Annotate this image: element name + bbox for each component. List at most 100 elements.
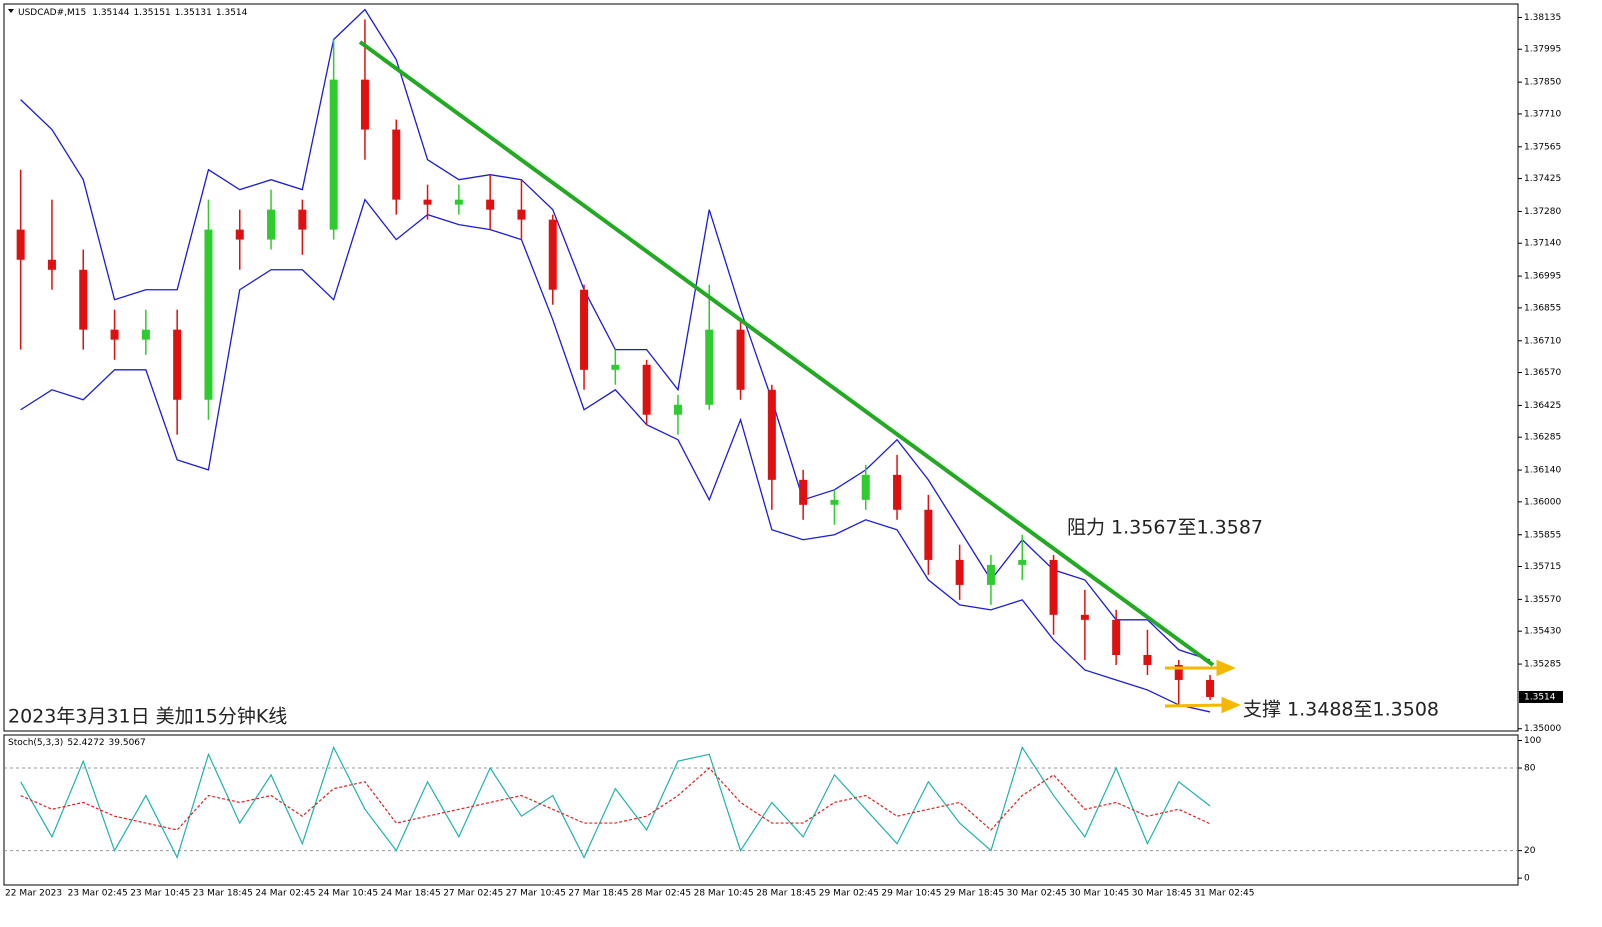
stoch-main-value: 52.4272 <box>67 738 104 748</box>
candle-body <box>924 509 933 560</box>
y-tick-label: 80 <box>1524 764 1536 774</box>
x-tick-label: 29 Mar 02:45 <box>819 889 879 899</box>
stoch-line <box>20 745 1211 860</box>
quote-open: 1.35144 <box>92 8 129 18</box>
candle-body <box>1143 654 1152 665</box>
support-note: 支撑 1.3488至1.3508 <box>1243 699 1439 721</box>
y-tick-label: 20 <box>1524 846 1536 856</box>
candle-body <box>454 199 463 205</box>
quote-high: 1.35151 <box>133 8 170 18</box>
x-tick-label: 23 Mar 02:45 <box>68 889 128 899</box>
x-tick-label: 29 Mar 18:45 <box>944 889 1004 899</box>
y-tick-label: 1.37565 <box>1524 142 1561 152</box>
price-label-box <box>1519 690 1563 703</box>
x-tick-label: 30 Mar 18:45 <box>1132 889 1192 899</box>
quote-close: 1.3514 <box>216 8 248 18</box>
menu-arrow[interactable] <box>8 9 14 13</box>
candle-body <box>736 329 745 390</box>
y-tick-label: 1.38135 <box>1524 13 1561 23</box>
y-tick-label: 1.36140 <box>1524 466 1561 476</box>
candle-body <box>392 129 401 200</box>
candle-body <box>329 79 338 230</box>
candle-body <box>642 364 651 415</box>
resistance-note: 阻力 1.3567至1.3587 <box>1067 517 1263 539</box>
y-tick-label: 1.36570 <box>1524 368 1561 378</box>
stoch-line <box>20 767 1211 831</box>
candle-body <box>1174 664 1183 680</box>
y-tick-label: 1.37850 <box>1524 78 1561 88</box>
candle-body <box>1112 619 1121 655</box>
candle-body <box>173 329 182 400</box>
candle-body <box>235 229 244 240</box>
symbol: USDCAD#,M15 <box>18 8 86 18</box>
candle-body <box>705 329 714 405</box>
x-tick-label: 30 Mar 10:45 <box>1069 889 1129 899</box>
stoch-header: Stoch(5,3,3) 52.4272 39.5067 <box>8 738 146 748</box>
x-tick-label: 27 Mar 10:45 <box>506 889 566 899</box>
x-tick-label: 27 Mar 02:45 <box>443 889 503 899</box>
candle-body <box>47 259 56 270</box>
candle-body <box>267 209 276 240</box>
y-tick-label: 1.36855 <box>1524 303 1561 313</box>
x-tick-label: 23 Mar 10:45 <box>130 889 190 899</box>
candle-body <box>611 364 620 370</box>
x-tick-label: 30 Mar 02:45 <box>1007 889 1067 899</box>
candle-body <box>767 389 776 480</box>
price-label: 1.3514 <box>1524 692 1556 702</box>
x-tick-label: 28 Mar 10:45 <box>694 889 754 899</box>
x-tick-label: 24 Mar 18:45 <box>381 889 441 899</box>
x-tick-label: 28 Mar 02:45 <box>631 889 691 899</box>
marks: 1.38135 1.37995 1.37850 1.37710 1.37565 1.374… <box>4 8 1563 899</box>
stoch-title: Stoch(5,3,3) <box>8 738 63 748</box>
candle-body <box>1049 559 1058 615</box>
y-tick-label: 1.35855 <box>1524 530 1561 540</box>
candle-body <box>580 289 589 370</box>
y-tick-label: 1.37140 <box>1524 239 1561 249</box>
candle-body <box>861 474 870 500</box>
x-tick-label: 24 Mar 02:45 <box>255 889 315 899</box>
candle-body <box>1018 559 1027 565</box>
y-tick-label: 1.36710 <box>1524 336 1561 346</box>
candle-body <box>1080 614 1089 620</box>
chart-caption: 2023年3月31日 美加15分钟K线 <box>8 706 287 728</box>
candle-body <box>204 229 213 400</box>
candle-body <box>360 79 369 130</box>
y-tick-label: 1.35570 <box>1524 595 1561 605</box>
trend-line <box>358 40 1215 667</box>
x-tick-label: 23 Mar 18:45 <box>193 889 253 899</box>
x-tick-label: 24 Mar 10:45 <box>318 889 378 899</box>
quote-low: 1.35131 <box>175 8 212 18</box>
candle-body <box>110 329 119 340</box>
y-tick-label: 1.37280 <box>1524 207 1561 217</box>
candle-body <box>830 499 839 505</box>
x-tick-label: 31 Mar 02:45 <box>1194 889 1254 899</box>
band-line <box>20 198 1211 713</box>
candle-body <box>548 219 557 290</box>
candle-body <box>1206 679 1215 697</box>
y-tick-label: 100 <box>1524 736 1541 746</box>
x-tick-label: 27 Mar 18:45 <box>568 889 628 899</box>
arrows <box>1164 659 1241 714</box>
x-tick-label: 28 Mar 18:45 <box>756 889 816 899</box>
candle-body <box>298 209 307 230</box>
y-tick-label: 1.35715 <box>1524 562 1561 572</box>
candle-body <box>673 404 682 415</box>
candle-body <box>16 229 25 260</box>
candle-body <box>486 199 495 210</box>
candle-body <box>986 564 995 585</box>
candle-body <box>893 474 902 510</box>
stoch-signal-value: 39.5067 <box>109 738 146 748</box>
y-tick-label: 0 <box>1524 874 1530 884</box>
y-tick-label: 1.35285 <box>1524 660 1561 670</box>
x-tick-label: 29 Mar 10:45 <box>881 889 941 899</box>
candle-body <box>79 269 88 330</box>
y-tick-label: 1.37425 <box>1524 174 1561 184</box>
symbol-header: USDCAD#,M15 1.35144 1.35151 1.35131 1.3514 <box>18 8 248 18</box>
stoch-panel <box>3 734 1519 886</box>
candle-body <box>799 479 808 505</box>
y-tick-label: 1.36285 <box>1524 433 1561 443</box>
y-tick-label: 1.36000 <box>1524 497 1561 507</box>
y-tick-label: 1.35430 <box>1524 627 1561 637</box>
x-tick-label: 22 Mar 2023 <box>5 889 62 899</box>
